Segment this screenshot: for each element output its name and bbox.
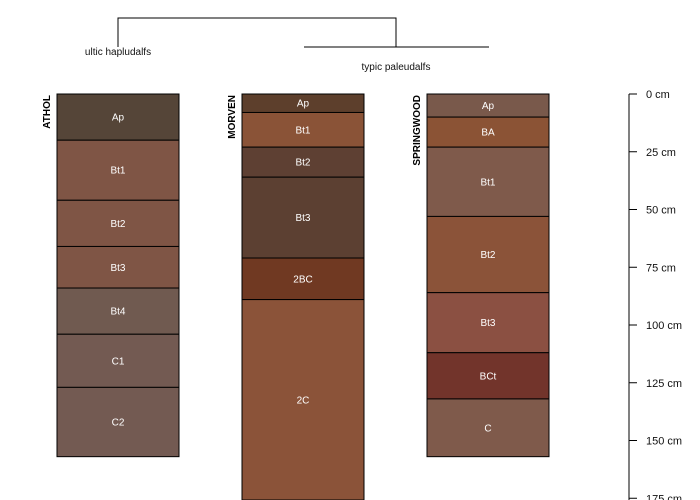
horizon-label: 2C bbox=[297, 395, 310, 406]
horizon-label: Ap bbox=[297, 99, 310, 110]
horizon-label: Bt1 bbox=[110, 166, 125, 177]
horizon-label: Bt4 bbox=[110, 307, 125, 318]
horizon-label: Bt1 bbox=[480, 177, 495, 188]
horizon-bt1 bbox=[426, 146, 550, 217]
group-left-label: ultic hapludalfs bbox=[85, 47, 151, 58]
depth-tick-label: 125 cm bbox=[646, 378, 682, 390]
horizon-bt1 bbox=[56, 139, 180, 201]
horizon-2c bbox=[241, 299, 365, 500]
horizon-bt3 bbox=[426, 292, 550, 354]
profile-name: ATHOL bbox=[42, 95, 53, 129]
depth-tick-label: 175 cm bbox=[646, 493, 682, 500]
soil-profiles: ATHOL Ap Bt1 Bt2 Bt3 Bt4 C1 C2 MORVEN Ap Bt1 Bt2 Bt3… bbox=[42, 93, 550, 500]
horizon-bt3 bbox=[56, 245, 180, 289]
group-right-label: typic paleudalfs bbox=[362, 62, 431, 73]
horizon-label: Bt2 bbox=[110, 219, 125, 230]
horizon-bt3 bbox=[241, 176, 365, 259]
depth-tick-label: 0 cm bbox=[646, 89, 670, 101]
horizon-label: BA bbox=[481, 128, 495, 139]
profile-name: MORVEN bbox=[227, 95, 238, 139]
horizon-bt2 bbox=[56, 199, 180, 247]
depth-tick-label: 100 cm bbox=[646, 320, 682, 332]
profile-morven: MORVEN Ap Bt1 Bt2 Bt3 2BC 2C bbox=[227, 93, 365, 500]
horizon-label: C bbox=[484, 423, 491, 434]
horizon-c bbox=[426, 398, 550, 458]
horizon-bct bbox=[426, 352, 550, 400]
dendrogram-branches bbox=[117, 17, 489, 48]
horizon-label: Bt2 bbox=[295, 158, 310, 169]
profile-name: SPRINGWOOD bbox=[412, 95, 423, 166]
horizon-label: Bt1 bbox=[295, 125, 310, 136]
horizon-bt2 bbox=[241, 146, 365, 178]
depth-tick-label: 75 cm bbox=[646, 262, 676, 274]
depth-tick-label: 25 cm bbox=[646, 147, 676, 159]
horizon-label: Ap bbox=[112, 113, 125, 124]
horizon-label: Bt2 bbox=[480, 250, 495, 261]
depth-axis: 0 cm 25 cm 50 cm 75 cm 100 cm 125 cm 150 cm 175… bbox=[628, 89, 682, 500]
horizon-c1 bbox=[56, 333, 180, 388]
horizon-ap bbox=[56, 93, 180, 141]
horizon-c2 bbox=[56, 386, 180, 458]
horizon-label: C1 bbox=[112, 356, 125, 367]
horizon-label: Bt3 bbox=[480, 318, 495, 329]
profile-springwood: SPRINGWOOD Ap BA Bt1 Bt2 Bt3 BCt C bbox=[412, 93, 550, 458]
horizon-label: 2BC bbox=[293, 274, 312, 285]
horizon-ba bbox=[426, 116, 550, 148]
horizon-label: BCt bbox=[480, 371, 497, 382]
dendrogram: ultic hapludalfs typic paleudalfs bbox=[85, 17, 489, 73]
depth-tick-label: 50 cm bbox=[646, 205, 676, 217]
horizon-bt1 bbox=[241, 111, 365, 148]
horizon-bt2 bbox=[426, 215, 550, 294]
horizon-label: Bt3 bbox=[110, 263, 125, 274]
horizon-label: Bt3 bbox=[295, 213, 310, 224]
profile-athol: ATHOL Ap Bt1 Bt2 Bt3 Bt4 C1 C2 bbox=[42, 93, 180, 458]
depth-tick-label: 150 cm bbox=[646, 436, 682, 448]
horizon-label: Ap bbox=[482, 101, 495, 112]
horizon-label: C2 bbox=[112, 418, 125, 429]
